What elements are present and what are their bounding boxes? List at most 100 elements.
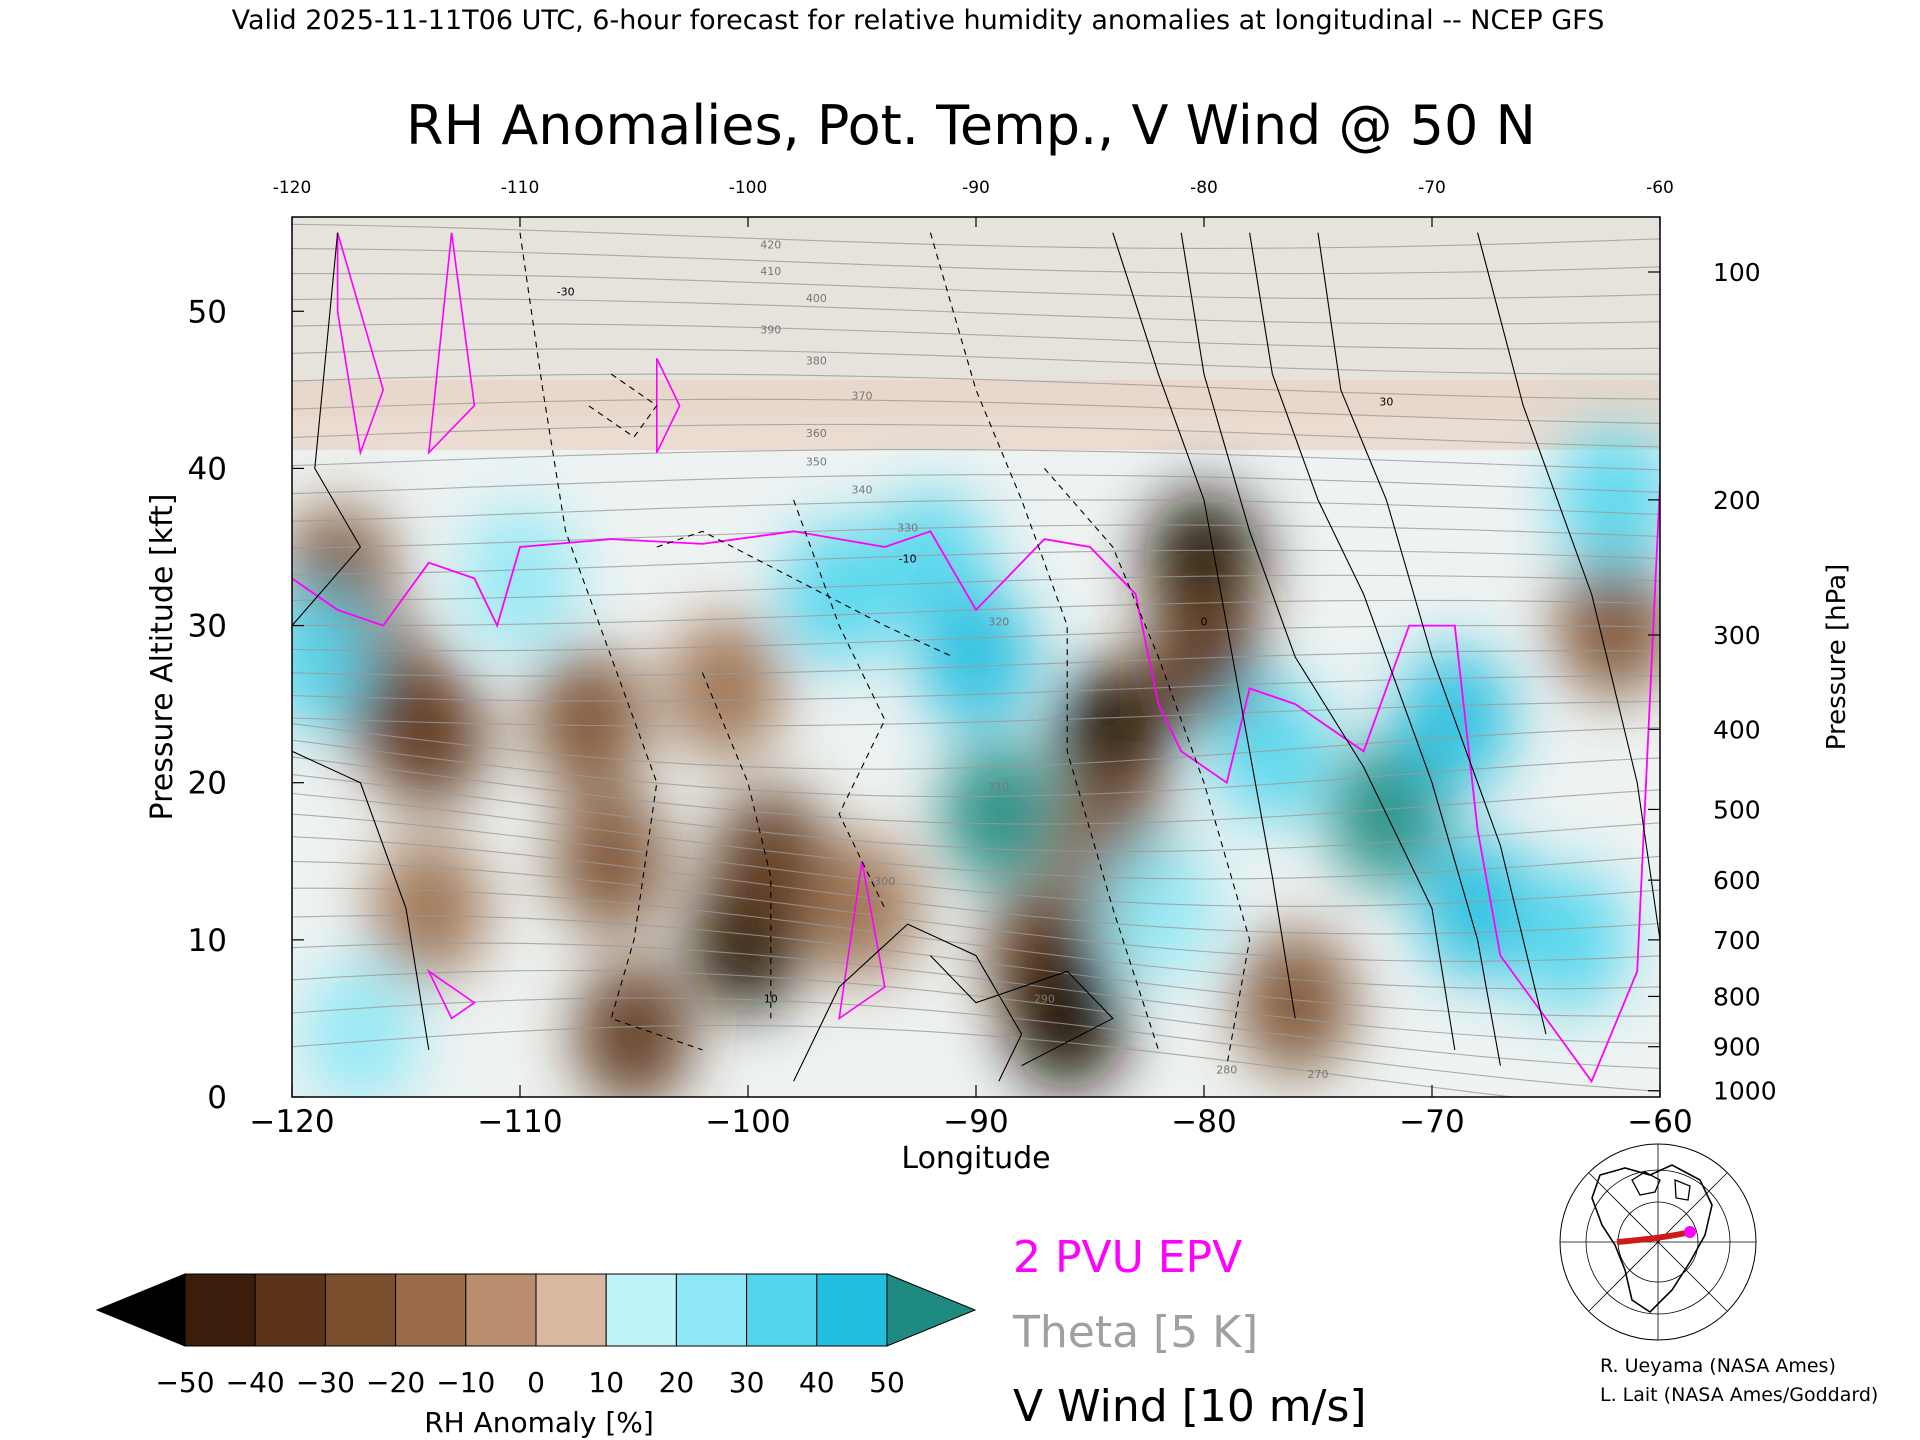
theta-contour bbox=[292, 887, 1660, 990]
theta-contour bbox=[292, 739, 1660, 798]
colorbar-swatch bbox=[465, 1273, 537, 1347]
v-wind-contour bbox=[292, 750, 430, 1050]
y-axis-label: Pressure Altitude [kft] bbox=[145, 494, 180, 821]
rh-anomaly-cell bbox=[1556, 553, 1660, 698]
colorbar-swatch bbox=[605, 1273, 677, 1347]
credit-line-2: L. Lait (NASA Ames/Goddard) bbox=[1600, 1384, 1879, 1406]
pressure-tick-label: 800 bbox=[1713, 982, 1761, 1011]
v-wind-contour bbox=[1112, 232, 1296, 1019]
epv-contour bbox=[427, 232, 476, 455]
colorbar-swatch bbox=[746, 1273, 818, 1347]
pressure-tick-label: 700 bbox=[1713, 926, 1761, 955]
v-wind-contour bbox=[930, 955, 1114, 1067]
v-wind-label: 30 bbox=[1379, 396, 1393, 409]
colorbar-tick-label: −20 bbox=[366, 1366, 425, 1399]
pressure-tick-label: 100 bbox=[1713, 258, 1761, 287]
theta-label: 330 bbox=[897, 521, 918, 534]
legend-epv: 2 PVU EPV bbox=[1013, 1232, 1242, 1283]
x-tick-label: −120 bbox=[249, 1104, 334, 1140]
theta-contour bbox=[292, 524, 1660, 549]
theta-label: 320 bbox=[988, 616, 1009, 629]
pressure-tick-label: 300 bbox=[1713, 621, 1761, 650]
theta-label: 420 bbox=[760, 238, 781, 251]
theta-contour bbox=[292, 449, 1660, 471]
theta-label: 370 bbox=[852, 389, 873, 402]
theta-label: 360 bbox=[806, 427, 827, 440]
theta-contour bbox=[292, 298, 1660, 325]
v-wind-contour bbox=[656, 530, 954, 658]
rh-anomaly-cell bbox=[1009, 946, 1126, 1091]
colorbar-label: RH Anomaly [%] bbox=[424, 1406, 654, 1439]
epv-contours bbox=[292, 232, 1660, 1084]
v-wind-contour bbox=[1317, 232, 1547, 1035]
colorbar-tick-label: −30 bbox=[296, 1366, 355, 1399]
x-tick-label: −60 bbox=[1627, 1104, 1692, 1140]
v-wind-label: 0 bbox=[1201, 616, 1208, 629]
x-tick-label: −80 bbox=[1171, 1104, 1236, 1140]
legend-theta: Theta [5 K] bbox=[1012, 1307, 1258, 1358]
theta-contour bbox=[292, 675, 1660, 702]
theta-contour bbox=[292, 650, 1660, 677]
theta-label: 410 bbox=[760, 265, 781, 278]
theta-contour bbox=[292, 756, 1660, 825]
theta-contour bbox=[292, 942, 1660, 1044]
v-wind-contour bbox=[1180, 232, 1456, 1050]
colorbar-tick-label: 20 bbox=[659, 1366, 695, 1399]
y-tick-label: 30 bbox=[188, 609, 227, 645]
theta-contour bbox=[292, 423, 1660, 448]
v-wind-contour bbox=[793, 923, 1023, 1082]
theta-contour bbox=[292, 549, 1660, 576]
top-tick-label: -60 bbox=[1646, 178, 1674, 198]
epv-contour bbox=[292, 484, 1660, 1084]
rh-anomaly-cell bbox=[292, 585, 373, 729]
y-tick-label: 0 bbox=[207, 1080, 227, 1116]
rh-anomaly-cell bbox=[712, 789, 829, 934]
theta-contour bbox=[292, 915, 1660, 1017]
epv-contour bbox=[336, 232, 385, 456]
y-tick-label: 10 bbox=[188, 923, 227, 959]
v-wind-contour bbox=[1477, 232, 1660, 940]
theta-contour bbox=[292, 373, 1660, 400]
colorbar-swatch bbox=[395, 1273, 467, 1347]
epv-contour bbox=[426, 968, 476, 1020]
top-tick-label: -120 bbox=[273, 178, 312, 198]
theta-label: 270 bbox=[1308, 1068, 1329, 1081]
top-tick-label: -90 bbox=[962, 178, 990, 198]
rh-anomaly-cell bbox=[576, 962, 692, 1097]
v-wind-label: -10 bbox=[899, 553, 917, 566]
v-wind-label: -30 bbox=[557, 286, 575, 299]
tropopause-band bbox=[292, 380, 1660, 450]
x-tick-label: −110 bbox=[477, 1104, 562, 1140]
theta-contour bbox=[292, 723, 1660, 770]
y-tick-label: 20 bbox=[188, 766, 227, 802]
theta-contour bbox=[292, 499, 1660, 522]
top-tick-label: -70 bbox=[1418, 178, 1446, 198]
v-wind-contour bbox=[701, 672, 772, 1019]
colorbar-under-triangle bbox=[95, 1273, 186, 1347]
rh-anomaly-cell bbox=[302, 962, 419, 1097]
colorbar-tick-label: −50 bbox=[155, 1366, 214, 1399]
pressure-tick-label: 200 bbox=[1713, 486, 1761, 515]
x-tick-label: −90 bbox=[943, 1104, 1008, 1140]
v-wind-contour bbox=[929, 232, 1159, 1051]
theta-label: 310 bbox=[988, 781, 1009, 794]
rh-anomaly-cell bbox=[918, 585, 1034, 729]
theta-contour bbox=[292, 774, 1660, 853]
rh-anomaly-cell bbox=[940, 742, 1057, 887]
theta-contour bbox=[292, 813, 1660, 907]
theta-contour bbox=[292, 398, 1660, 424]
colorbar-swatch bbox=[675, 1273, 748, 1347]
top-tick-label: -100 bbox=[729, 178, 768, 198]
v-wind-contours: -30 -10 0 10 30 bbox=[292, 232, 1660, 1082]
v-wind-contour bbox=[793, 499, 886, 909]
theta-contour bbox=[292, 997, 1660, 1092]
colorbar-over-triangle bbox=[886, 1273, 977, 1347]
pressure-tick-label: 1000 bbox=[1713, 1077, 1777, 1106]
colorbar-tick-label: 30 bbox=[729, 1366, 765, 1399]
colorbar-tick-label: −10 bbox=[436, 1366, 495, 1399]
theta-label: 390 bbox=[760, 323, 781, 336]
theta-label: 380 bbox=[806, 355, 827, 368]
theta-label: 280 bbox=[1216, 1063, 1237, 1076]
rh-anomaly-cell bbox=[553, 789, 670, 934]
theta-label: 340 bbox=[852, 484, 873, 497]
